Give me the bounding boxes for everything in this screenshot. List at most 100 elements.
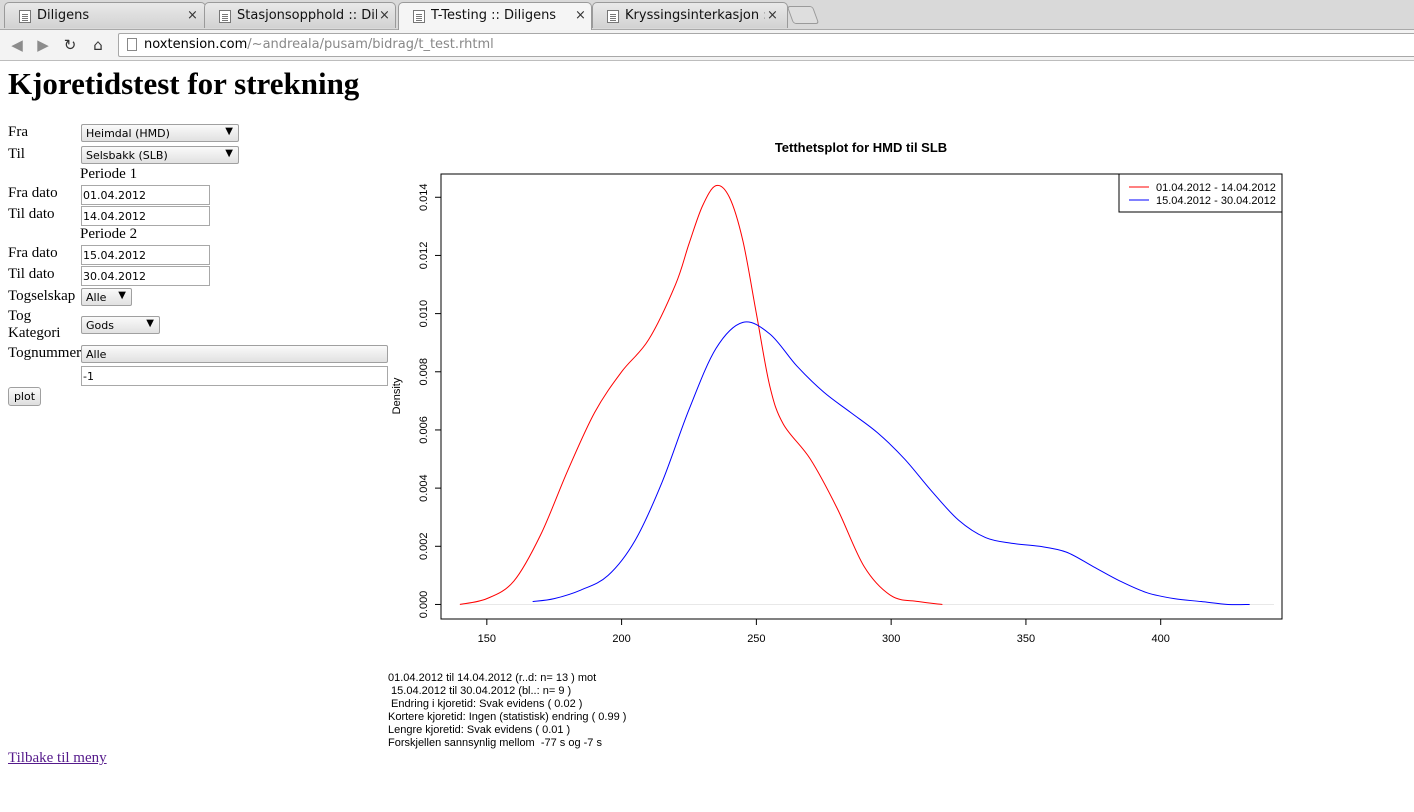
togselskap-label: Togselskap bbox=[8, 288, 76, 304]
result-line: 01.04.2012 til 14.04.2012 (r..d: n= 13 )… bbox=[388, 672, 597, 684]
address-bar[interactable]: noxtension.com/~andreala/pusam/bidrag/t_… bbox=[118, 33, 1414, 57]
density-chart: Tetthetsplot for HMD til SLB 150 200 250 30… bbox=[391, 140, 1283, 645]
y-tick-label: 0.000 bbox=[418, 591, 430, 619]
close-icon[interactable]: × bbox=[379, 8, 390, 23]
p1-fra-dato-input[interactable]: 01.04.2012 bbox=[81, 185, 210, 205]
togselskap-select-value: Alle bbox=[86, 291, 107, 304]
p1-til-dato-label: Til dato bbox=[8, 206, 55, 222]
p2-fra-dato-value: 15.04.2012 bbox=[83, 249, 146, 262]
url-host: noxtension.com bbox=[144, 37, 248, 52]
result-line: Lengre kjoretid: Svak evidens ( 0.01 ) bbox=[388, 724, 571, 736]
reload-icon[interactable]: ↻ bbox=[63, 36, 77, 54]
togselskap-select[interactable]: Alle ▼ bbox=[81, 288, 132, 306]
x-tick-label: 250 bbox=[747, 633, 765, 645]
forward-arrow-icon[interactable]: ▶ bbox=[37, 36, 49, 54]
p2-fra-dato-label: Fra dato bbox=[8, 245, 58, 261]
tog-label: Tog bbox=[8, 308, 32, 324]
browser-toolbar: ◀ ▶ ↻ ⌂ noxtension.com/~andreala/pusam/b… bbox=[0, 30, 1414, 61]
page-title: Kjoretidstest for strekning bbox=[8, 66, 360, 101]
series-line-2 bbox=[532, 321, 1250, 606]
fra-label: Fra bbox=[8, 124, 28, 140]
til-select[interactable]: Selsbakk (SLB) ▼ bbox=[81, 146, 239, 164]
browser-tab-bar: Diligens × Stasjonsopphold :: Dilig × T-… bbox=[0, 0, 1414, 30]
chart-title: Tetthetsplot for HMD til SLB bbox=[775, 140, 947, 155]
result-line: Endring i kjoretid: Svak evidens ( 0.02 … bbox=[388, 698, 583, 710]
tab-title: Kryssingsinterkasjon :: bbox=[625, 8, 765, 23]
tognummer-select[interactable]: Alle bbox=[81, 345, 388, 363]
periode-2-label: Periode 2 bbox=[80, 226, 138, 242]
tab-title: Stasjonsopphold :: Dilig bbox=[237, 8, 377, 23]
fra-select-value: Heimdal (HMD) bbox=[86, 127, 170, 140]
y-axis-label: Density bbox=[391, 377, 403, 414]
series-line-1 bbox=[459, 184, 943, 605]
x-axis: 150 200 250 300 350 400 bbox=[478, 619, 1170, 645]
chevron-down-icon: ▼ bbox=[225, 126, 233, 137]
tab-title: T-Testing :: Diligens bbox=[431, 8, 557, 23]
back-to-menu-link[interactable]: Tilbake til meny bbox=[8, 750, 107, 766]
x-tick-label: 400 bbox=[1152, 633, 1170, 645]
y-tick-label: 0.006 bbox=[418, 416, 430, 444]
y-tick-label: 0.014 bbox=[418, 184, 430, 212]
url-path: /~andreala/pusam/bidrag/t_test.rhtml bbox=[247, 37, 494, 52]
url-text: noxtension.com/~andreala/pusam/bidrag/t_… bbox=[144, 37, 494, 52]
y-tick-label: 0.012 bbox=[418, 242, 430, 270]
home-icon[interactable]: ⌂ bbox=[93, 36, 103, 54]
legend-label-series-2: 15.04.2012 - 30.04.2012 bbox=[1156, 195, 1276, 207]
page-icon bbox=[413, 10, 425, 23]
p1-til-dato-value: 14.04.2012 bbox=[83, 210, 146, 223]
p1-fra-dato-value: 01.04.2012 bbox=[83, 189, 146, 202]
chevron-down-icon: ▼ bbox=[146, 318, 154, 329]
kategori-label: Kategori bbox=[8, 325, 61, 341]
result-line: 15.04.2012 til 30.04.2012 (bl..: n= 9 ) bbox=[388, 685, 572, 697]
tognummer-input-value: -1 bbox=[83, 370, 94, 383]
chart-legend: 01.04.2012 - 14.04.2012 15.04.2012 - 30.… bbox=[1118, 173, 1283, 213]
page-icon bbox=[19, 10, 31, 23]
close-icon[interactable]: × bbox=[767, 8, 778, 23]
fra-select[interactable]: Heimdal (HMD) ▼ bbox=[81, 124, 239, 142]
kategori-select-value: Gods bbox=[86, 319, 114, 332]
plot-button[interactable]: plot bbox=[8, 387, 41, 406]
legend-box bbox=[1118, 173, 1283, 213]
y-tick-label: 0.008 bbox=[418, 358, 430, 386]
chevron-down-icon: ▼ bbox=[225, 148, 233, 159]
tab-title: Diligens bbox=[37, 8, 90, 23]
page-icon bbox=[127, 38, 137, 51]
page-icon bbox=[219, 10, 231, 23]
x-tick-label: 300 bbox=[882, 633, 900, 645]
tognummer-select-value: Alle bbox=[86, 348, 107, 361]
x-tick-label: 200 bbox=[612, 633, 630, 645]
browser-tab-kryssingsinterkasjon[interactable]: Kryssingsinterkasjon :: × bbox=[592, 2, 788, 28]
y-axis: 0.000 0.002 0.004 0.006 0.008 0.010 0.012 0.014 bbox=[418, 184, 441, 619]
test-results: 01.04.2012 til 14.04.2012 (r..d: n= 13 )… bbox=[388, 672, 626, 750]
p2-til-dato-value: 30.04.2012 bbox=[83, 270, 146, 283]
periode-1-label: Periode 1 bbox=[80, 166, 138, 182]
new-tab-button[interactable] bbox=[786, 6, 820, 24]
browser-tab-t-testing[interactable]: T-Testing :: Diligens × bbox=[398, 2, 592, 30]
close-icon[interactable]: × bbox=[187, 8, 198, 23]
browser-tab-stasjonsopphold[interactable]: Stasjonsopphold :: Dilig × bbox=[204, 2, 396, 28]
page-icon bbox=[607, 10, 619, 23]
tognummer-label: Tognummer bbox=[8, 345, 82, 361]
x-tick-label: 150 bbox=[478, 633, 496, 645]
plot-frame bbox=[440, 173, 1283, 620]
result-line: Forskjellen sannsynlig mellom -77 s og -… bbox=[388, 737, 602, 749]
til-select-value: Selsbakk (SLB) bbox=[86, 149, 168, 162]
kategori-select[interactable]: Gods ▼ bbox=[81, 316, 160, 334]
tognummer-input[interactable]: -1 bbox=[81, 366, 388, 386]
legend-label-series-1: 01.04.2012 - 14.04.2012 bbox=[1156, 182, 1276, 194]
close-icon[interactable]: × bbox=[575, 8, 586, 23]
y-tick-label: 0.002 bbox=[418, 533, 430, 561]
y-tick-label: 0.004 bbox=[418, 474, 430, 502]
p2-til-dato-input[interactable]: 30.04.2012 bbox=[81, 266, 210, 286]
til-label: Til bbox=[8, 146, 25, 162]
series-group bbox=[459, 184, 1274, 606]
result-line: Kortere kjoretid: Ingen (statistisk) end… bbox=[388, 711, 627, 723]
chevron-down-icon: ▼ bbox=[118, 290, 126, 301]
p1-til-dato-input[interactable]: 14.04.2012 bbox=[81, 206, 210, 226]
p1-fra-dato-label: Fra dato bbox=[8, 185, 58, 201]
browser-tab-diligens[interactable]: Diligens × bbox=[4, 2, 206, 28]
back-arrow-icon[interactable]: ◀ bbox=[11, 36, 23, 54]
p2-fra-dato-input[interactable]: 15.04.2012 bbox=[81, 245, 210, 265]
p2-til-dato-label: Til dato bbox=[8, 266, 55, 282]
y-tick-label: 0.010 bbox=[418, 300, 430, 328]
